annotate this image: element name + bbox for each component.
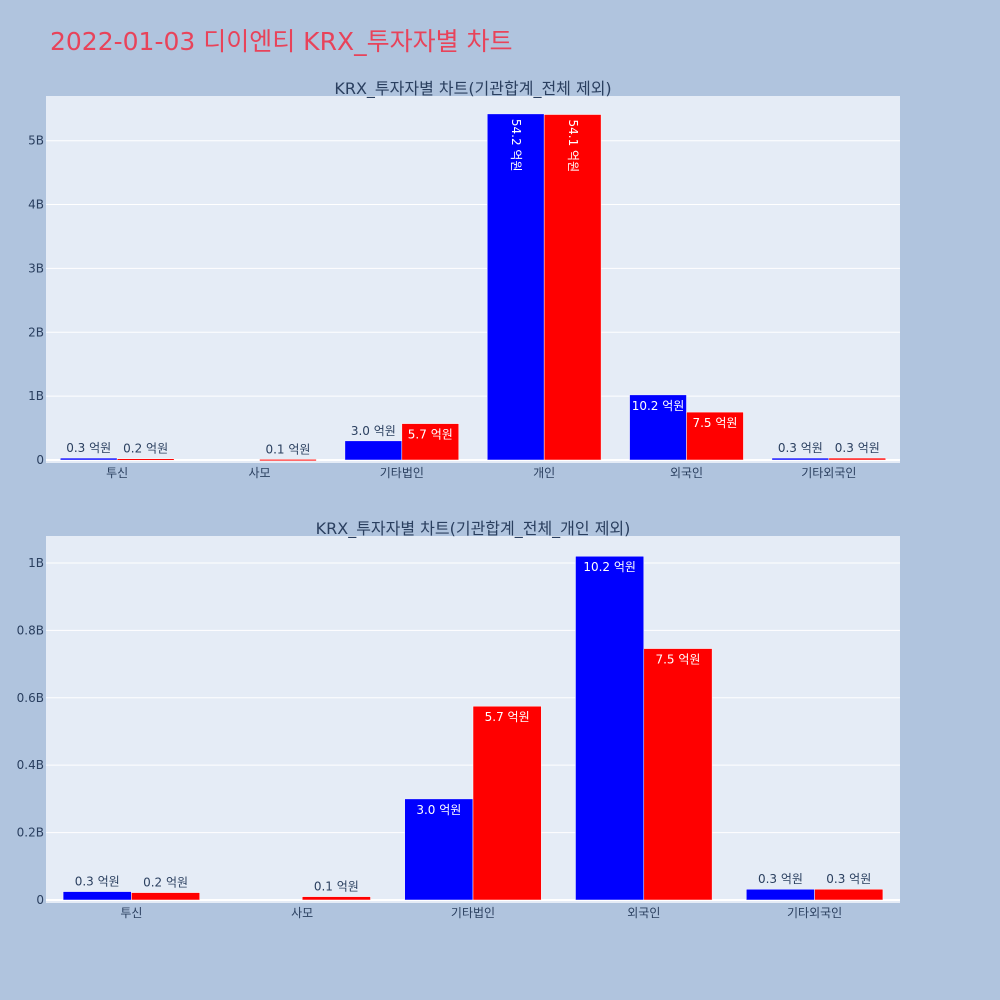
bar <box>486 113 545 461</box>
y-tick-label: 1B <box>28 389 44 403</box>
bar-label: 0.3 억원 <box>826 872 871 886</box>
x-tick-label: 기타외국인 <box>801 466 856 480</box>
bar-label: 0.3 억원 <box>66 441 111 455</box>
bar <box>828 457 887 461</box>
bar-label: 3.0 억원 <box>416 803 461 817</box>
bar-label: 54.1 억원 <box>566 120 580 173</box>
y-tick-label: 4B <box>28 198 44 212</box>
bar <box>686 411 744 461</box>
bar-label: 54.2 억원 <box>509 119 523 172</box>
chart-title: KRX_투자자별 차트(기관합계_전체 제외) <box>334 79 611 99</box>
y-tick-label: 5B <box>28 134 44 148</box>
bar-label: 10.2 억원 <box>583 560 636 574</box>
y-tick-label: 0 <box>36 893 44 907</box>
bar-label: 0.2 억원 <box>123 442 168 456</box>
chart-title: KRX_투자자별 차트(기관합계_전체_개인 제외) <box>316 519 631 539</box>
bar <box>814 888 884 901</box>
x-tick-label: 투신 <box>106 466 128 480</box>
x-tick-label: 기타외국인 <box>787 906 842 920</box>
bar-label: 0.3 억원 <box>778 441 823 455</box>
x-tick-label: 기타법인 <box>380 466 424 480</box>
plot-area <box>46 96 900 463</box>
x-tick-label: 사모 <box>248 466 270 480</box>
x-tick-label: 사모 <box>291 906 313 920</box>
x-tick-label: 외국인 <box>670 466 703 480</box>
bar <box>404 798 474 901</box>
bar-label: 5.7 억원 <box>485 710 530 724</box>
bar-label: 7.5 억원 <box>692 416 737 430</box>
bar-label: 10.2 억원 <box>632 399 685 413</box>
y-tick-label: 2B <box>28 325 44 339</box>
bar <box>131 892 200 901</box>
y-tick-label: 3B <box>28 261 44 275</box>
bar <box>746 888 815 901</box>
bar-label: 0.1 억원 <box>265 442 310 456</box>
bar <box>401 423 460 461</box>
y-tick-label: 0.2B <box>17 826 44 840</box>
x-tick-label: 투신 <box>120 906 142 920</box>
bar-label: 5.7 억원 <box>408 428 453 442</box>
bar <box>643 648 713 901</box>
bar <box>301 896 371 901</box>
page-title: 2022-01-03 디이엔티 KRX_투자자별 차트 <box>50 27 513 56</box>
bar <box>259 459 317 462</box>
bar-label: 7.5 억원 <box>655 653 700 667</box>
y-tick-label: 0.4B <box>17 758 44 772</box>
x-tick-label: 외국인 <box>627 906 660 920</box>
bar <box>116 458 175 461</box>
bar-label: 3.0 억원 <box>351 424 396 438</box>
bar <box>543 114 602 461</box>
y-tick-label: 0 <box>36 453 44 467</box>
bar-label: 0.3 억원 <box>758 872 803 886</box>
bar <box>62 891 132 901</box>
bar <box>575 555 645 901</box>
y-tick-label: 1B <box>28 556 44 570</box>
x-tick-label: 개인 <box>533 466 555 480</box>
bar <box>629 394 687 461</box>
bar-label: 0.3 억원 <box>75 875 120 889</box>
bar <box>59 457 118 461</box>
bar-label: 0.3 억원 <box>835 441 880 455</box>
x-tick-label: 기타법인 <box>451 906 495 920</box>
bar-label: 0.1 억원 <box>314 880 359 894</box>
bar <box>771 457 830 461</box>
bar <box>344 440 403 461</box>
bar <box>472 705 542 901</box>
y-tick-label: 0.6B <box>17 691 44 705</box>
y-tick-label: 0.8B <box>17 623 44 637</box>
bar-label: 0.2 억원 <box>143 876 188 890</box>
